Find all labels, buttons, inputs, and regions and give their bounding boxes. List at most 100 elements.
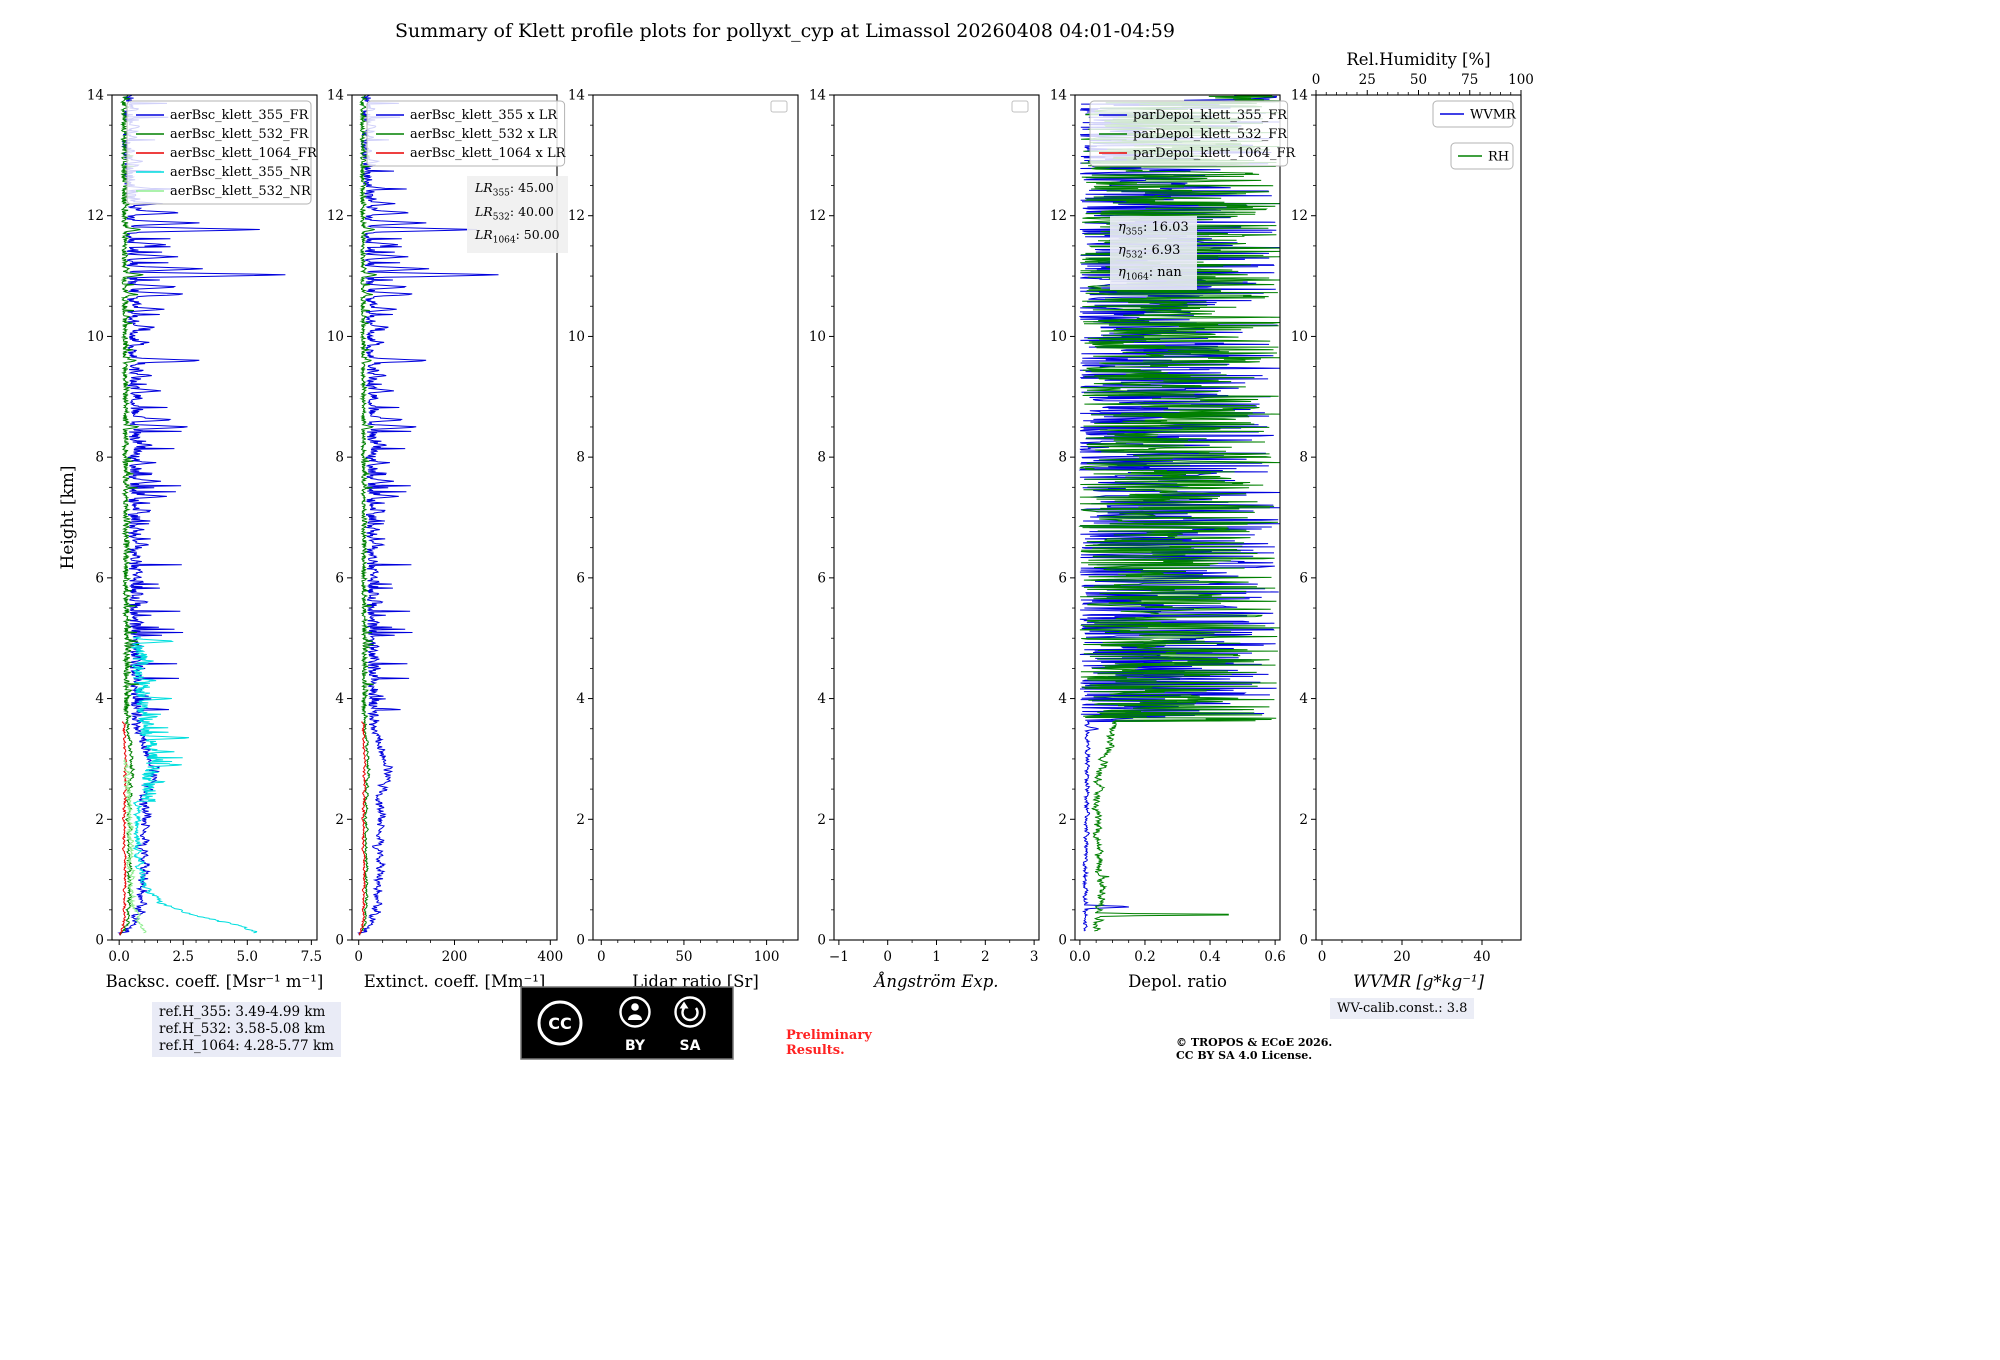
svg-text:10: 10: [327, 329, 344, 345]
badge-by-label: BY: [625, 1038, 646, 1054]
ref-h-1064: ref.H_1064: 4.28-5.77 km: [159, 1038, 334, 1054]
panel-lidar_ratio-axes: 0 2 4 6 8 10 12 14 0 50 100: [568, 88, 784, 965]
svg-text:12: 12: [1050, 208, 1067, 224]
svg-text:2: 2: [817, 812, 826, 828]
svg-text:aerBsc_klett_532_FR: aerBsc_klett_532_FR: [170, 127, 310, 142]
svg-text:10: 10: [87, 329, 104, 345]
svg-text:3: 3: [1030, 949, 1039, 965]
svg-text:4: 4: [576, 691, 585, 707]
panel-extinction-axes: 0 2 4 6 8 10 12 14 0 200 400: [327, 88, 563, 966]
svg-text:0: 0: [1312, 72, 1321, 88]
svg-text:2.5: 2.5: [172, 949, 193, 965]
svg-text:aerBsc_klett_1064_FR: aerBsc_klett_1064_FR: [170, 146, 318, 161]
svg-text:0.2: 0.2: [1134, 949, 1155, 965]
svg-text:4: 4: [335, 691, 344, 707]
series-aerBsc_klett_532_FR: [119, 95, 144, 936]
svg-text:2: 2: [981, 949, 990, 965]
legend-depol: parDepol_klett_355_FR parDepol_klett_532_…: [1089, 100, 1296, 167]
panel-extinction-series: [357, 95, 499, 936]
svg-text:10: 10: [1050, 329, 1067, 345]
panel-extinction: 0 2 4 6 8 10 12 14 0 200 400 Extinct. coeff. [Mm⁻¹]…: [327, 88, 567, 992]
svg-text:8: 8: [1299, 450, 1308, 466]
svg-text:14: 14: [327, 88, 344, 104]
svg-text:200: 200: [442, 949, 468, 965]
svg-text:6: 6: [817, 570, 826, 586]
svg-text:20: 20: [1393, 949, 1410, 965]
svg-text:0.4: 0.4: [1199, 949, 1220, 965]
preliminary-results-note: Preliminary Results.: [786, 1028, 872, 1058]
svg-text:2: 2: [95, 812, 104, 828]
series-aerBsc_klett_355_FR: [117, 95, 286, 936]
x-axis-title-backscatter: Backsc. coeff. [Msr⁻¹ m⁻¹]: [106, 972, 324, 991]
svg-text:aerBsc_klett_355_FR: aerBsc_klett_355_FR: [170, 108, 310, 123]
svg-text:12: 12: [568, 208, 585, 224]
ref-h-532: ref.H_532: 3.58-5.08 km: [159, 1021, 326, 1037]
panel-depol-axes: 0 2 4 6 8 10 12 14 0.0 0.2 0.4 0.6: [1050, 88, 1286, 966]
by-person-icon: [619, 996, 651, 1028]
ref-h-355: ref.H_355: 3.49-4.99 km: [159, 1004, 326, 1020]
svg-text:parDepol_klett_355_FR: parDepol_klett_355_FR: [1133, 108, 1288, 123]
svg-text:aerBsc_klett_532_NR: aerBsc_klett_532_NR: [170, 184, 312, 199]
svg-text:aerBsc_klett_532 x LR: aerBsc_klett_532 x LR: [410, 127, 558, 142]
svg-text:0.0: 0.0: [108, 949, 129, 965]
panel-lidar_ratio-frame: [592, 94, 799, 941]
svg-text:25: 25: [1359, 72, 1376, 88]
svg-text:10: 10: [809, 329, 826, 345]
svg-text:40: 40: [1473, 949, 1490, 965]
svg-text:0: 0: [817, 933, 826, 949]
svg-text:0: 0: [1299, 933, 1308, 949]
svg-text:0: 0: [95, 933, 104, 949]
svg-text:6: 6: [1058, 570, 1067, 586]
svg-text:14: 14: [1291, 88, 1308, 104]
figure-title: Summary of Klett profile plots for polly…: [395, 20, 1175, 42]
eta-1064-row: η1064: nan: [1118, 265, 1182, 283]
svg-text:50: 50: [1410, 72, 1427, 88]
svg-text:0: 0: [335, 933, 344, 949]
lr-532-row: LR532: 40.00: [475, 203, 554, 223]
svg-text:4: 4: [95, 691, 104, 707]
lidar-ratio-constants-annotation: LR355: 45.00 LR532: 40.00 LR1064: 50.00: [467, 176, 568, 253]
lr-1064-row: LR1064: 50.00: [475, 227, 560, 246]
series-aerBsc_klett_355_xLR: [357, 95, 499, 936]
legend-extinction: aerBsc_klett_355 x LR aerBsc_klett_532 x …: [366, 100, 567, 167]
series-aerBsc_klett_1064_FR: [118, 721, 128, 936]
cc-by-sa-badge: CC BY SA: [520, 986, 734, 1060]
svg-text:aerBsc_klett_355_NR: aerBsc_klett_355_NR: [170, 165, 312, 180]
svg-text:6: 6: [576, 570, 585, 586]
svg-text:8: 8: [817, 450, 826, 466]
svg-text:12: 12: [87, 208, 104, 224]
svg-text:2: 2: [335, 812, 344, 828]
sa-icon: [674, 996, 706, 1028]
svg-text:0: 0: [354, 949, 363, 965]
badge-sa-label: SA: [680, 1038, 701, 1054]
svg-text:12: 12: [809, 208, 826, 224]
svg-text:75: 75: [1461, 72, 1478, 88]
svg-text:5.0: 5.0: [237, 949, 258, 965]
legend-wvmr-RH: RH: [1450, 142, 1514, 170]
svg-text:0: 0: [883, 949, 892, 965]
x-axis-title-extinction: Extinct. coeff. [Mm⁻¹]: [364, 972, 546, 991]
svg-text:6: 6: [95, 570, 104, 586]
svg-text:aerBsc_klett_355 x LR: aerBsc_klett_355 x LR: [410, 108, 558, 123]
svg-text:parDepol_klett_1064_FR: parDepol_klett_1064_FR: [1133, 146, 1296, 161]
series-aerBsc_klett_355_NR: [130, 636, 258, 934]
eta-532-row: η532: 6.93: [1118, 242, 1181, 261]
svg-text:WVMR: WVMR: [1470, 108, 1517, 123]
eta-355-row: η355: 16.03: [1118, 220, 1189, 238]
panel-backscatter-axes: 0 2 4 6 8 10 12 14 0.0 2.5 5.0 7.5: [87, 88, 322, 966]
svg-text:4: 4: [817, 691, 826, 707]
svg-text:14: 14: [809, 88, 826, 104]
empty-legend-lidar_ratio: [770, 100, 788, 113]
svg-text:0: 0: [576, 933, 585, 949]
svg-text:aerBsc_klett_1064 x LR: aerBsc_klett_1064 x LR: [410, 146, 567, 161]
svg-text:10: 10: [568, 329, 585, 345]
svg-text:2: 2: [1299, 812, 1308, 828]
svg-text:RH: RH: [1488, 150, 1509, 165]
svg-text:14: 14: [1050, 88, 1067, 104]
